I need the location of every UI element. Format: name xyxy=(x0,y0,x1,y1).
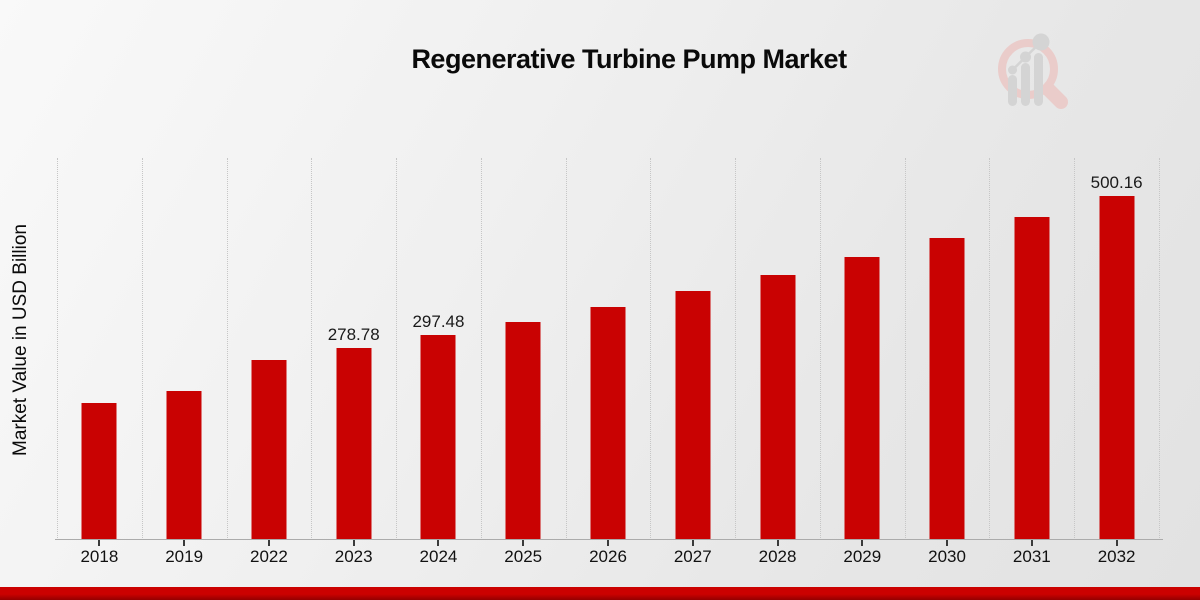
gridline xyxy=(396,158,398,540)
bar-2022 xyxy=(251,360,287,540)
gridline xyxy=(141,158,143,540)
axis-tick xyxy=(352,540,355,546)
bar-value-label: 297.48 xyxy=(412,312,465,332)
bar-2019 xyxy=(166,391,202,540)
bar-chart-glyph xyxy=(1008,33,1050,106)
bar-2029 xyxy=(844,256,880,540)
x-axis-tick-label: 2027 xyxy=(673,547,712,566)
axis-tick xyxy=(1030,540,1033,546)
gridline xyxy=(650,158,652,540)
axis-tick xyxy=(1115,540,1118,546)
bar-value-label: 278.78 xyxy=(327,325,380,345)
gridline xyxy=(989,158,991,540)
footer-accent-bar xyxy=(0,587,1200,600)
y-axis-title: Market Value in USD Billion xyxy=(10,224,31,456)
x-axis-tick-label: 2032 xyxy=(1097,547,1136,566)
x-axis-tick-label: 2028 xyxy=(758,547,797,566)
axis-tick xyxy=(946,540,949,546)
chart-title: Regenerative Turbine Pump Market xyxy=(411,44,847,74)
bar-value-label: 500.16 xyxy=(1090,172,1143,192)
gridline xyxy=(735,158,737,540)
x-axis-tick-label: 2019 xyxy=(165,547,204,566)
axis-tick xyxy=(861,540,864,546)
plot-area: 278.78 297.48 500.16 xyxy=(55,158,1163,546)
bar-2018 xyxy=(81,402,117,540)
gridline xyxy=(904,158,906,540)
axis-tick xyxy=(437,540,440,546)
bar-2030 xyxy=(929,237,965,540)
x-axis-tick-label: 2018 xyxy=(80,547,119,566)
bar-2023 xyxy=(336,348,372,540)
gridline xyxy=(1074,158,1076,540)
bar-2026 xyxy=(590,306,626,540)
bar-2028 xyxy=(760,274,796,540)
axis-tick xyxy=(776,540,779,546)
x-axis-line xyxy=(55,539,1163,540)
x-axis-tick-label: 2030 xyxy=(928,547,966,566)
gridline xyxy=(565,158,567,540)
bar-2027 xyxy=(675,291,711,540)
axis-tick xyxy=(522,540,525,546)
bar-2031 xyxy=(1014,217,1050,540)
x-axis-tick-label: 2022 xyxy=(250,547,288,566)
axis-tick xyxy=(183,540,186,546)
gridline xyxy=(480,158,482,540)
axis-tick xyxy=(98,540,101,546)
gridline xyxy=(819,158,821,540)
x-axis-tick-label: 2031 xyxy=(1012,547,1051,566)
x-axis-tick-label: 2025 xyxy=(504,547,543,566)
axis-tick xyxy=(691,540,694,546)
x-axis-tick-label: 2023 xyxy=(334,547,373,566)
bar-2032 xyxy=(1099,195,1135,540)
x-axis-labels: 2018 2019 2022 2023 2024 2025 2026 2027 2028 2029… xyxy=(57,547,1159,569)
bar-2024 xyxy=(420,335,456,540)
gridline xyxy=(57,158,58,540)
gridline xyxy=(1159,158,1160,540)
axis-tick xyxy=(267,540,270,546)
gridline xyxy=(311,158,313,540)
bar-2025 xyxy=(505,321,541,540)
axis-tick xyxy=(607,540,609,546)
market-research-magnifier-logo-watermark xyxy=(998,33,1068,109)
gridline xyxy=(226,158,228,540)
x-axis-tick-label: 2024 xyxy=(419,547,458,566)
x-axis-tick-label: 2029 xyxy=(843,547,882,566)
x-axis-tick-label: 2026 xyxy=(589,547,627,566)
